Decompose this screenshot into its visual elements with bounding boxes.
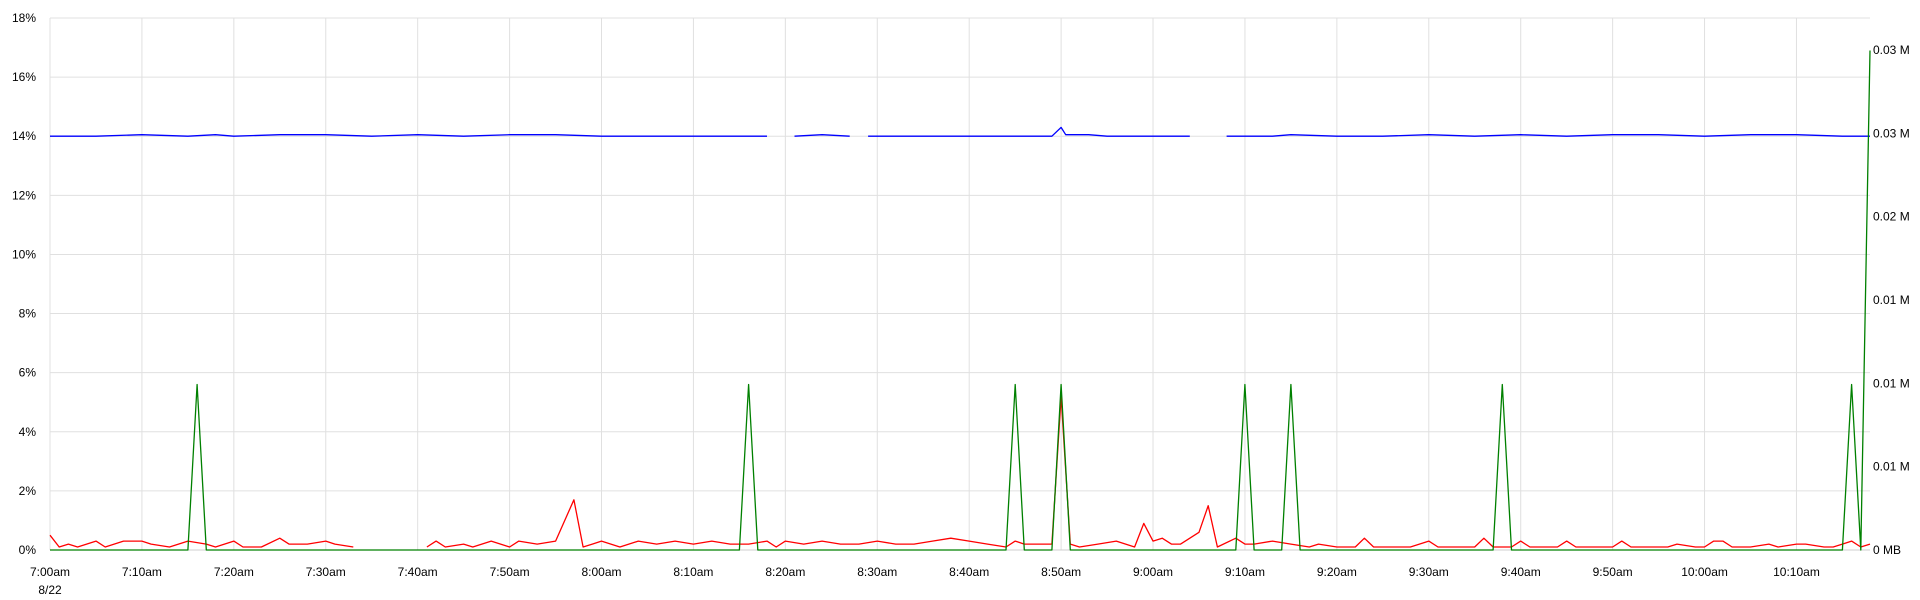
x-tick-label: 8:40am: [949, 565, 989, 579]
y-right-tick-label: 0.02 M: [1873, 210, 1910, 224]
x-tick-label: 7:50am: [490, 565, 530, 579]
y-right-tick-label: 0.01 M: [1873, 460, 1910, 474]
x-date-label: 8/22: [38, 583, 62, 597]
series-line-1: [1226, 134, 1870, 137]
y-right-tick-label: 0.01 M: [1873, 376, 1910, 390]
y-left-tick-label: 6%: [19, 366, 37, 380]
x-tick-label: 7:00am: [30, 565, 70, 579]
x-tick-label: 9:10am: [1225, 565, 1265, 579]
x-tick-label: 9:00am: [1133, 565, 1173, 579]
label-layer: 0% 2% 4% 6% 8% 10% 12% 14% 16% 18% 0 MB 0.01 M 0.01 …: [12, 11, 1910, 597]
y-left-tick-label: 0%: [19, 543, 37, 557]
x-tick-label: 8:50am: [1041, 565, 1081, 579]
x-tick-label: 9:50am: [1593, 565, 1633, 579]
x-tick-label: 9:40am: [1501, 565, 1541, 579]
series-line-2: [49, 534, 354, 548]
x-tick-label: 10:10am: [1773, 565, 1820, 579]
x-tick-label: 9:30am: [1409, 565, 1449, 579]
x-tick-label: 7:20am: [214, 565, 254, 579]
x-tick-label: 8:20am: [765, 565, 805, 579]
y-left-tick-label: 10%: [12, 247, 36, 261]
series-layer: [49, 50, 1871, 551]
x-tick-label: 7:40am: [398, 565, 438, 579]
series-line-3: [50, 50, 1871, 551]
y-left-tick-label: 18%: [12, 11, 36, 25]
y-right-tick-label: 0.03 M: [1873, 126, 1910, 140]
x-tick-label: 7:10am: [122, 565, 162, 579]
x-tick-label: 8:10am: [673, 565, 713, 579]
y-left-tick-label: 8%: [19, 307, 37, 321]
y-right-tick-label: 0.03 M: [1873, 43, 1910, 57]
y-left-tick-label: 2%: [19, 484, 37, 498]
series-line-1: [794, 134, 850, 137]
y-left-tick-label: 12%: [12, 188, 36, 202]
x-tick-label: 8:30am: [857, 565, 897, 579]
y-left-tick-label: 4%: [19, 425, 37, 439]
y-right-tick-label: 0.01 M: [1873, 293, 1910, 307]
series-line-1: [50, 134, 767, 137]
y-right-tick-label: 0 MB: [1873, 543, 1901, 557]
x-tick-label: 7:30am: [306, 565, 346, 579]
x-tick-label: 10:00am: [1681, 565, 1728, 579]
y-left-tick-label: 16%: [12, 70, 36, 84]
x-tick-label: 8:00am: [581, 565, 621, 579]
series-line-1: [868, 126, 1190, 137]
x-tick-label: 9:20am: [1317, 565, 1357, 579]
grid-layer: [49, 17, 1870, 551]
y-left-tick-label: 14%: [12, 129, 36, 143]
series-line-2: [426, 395, 1871, 548]
